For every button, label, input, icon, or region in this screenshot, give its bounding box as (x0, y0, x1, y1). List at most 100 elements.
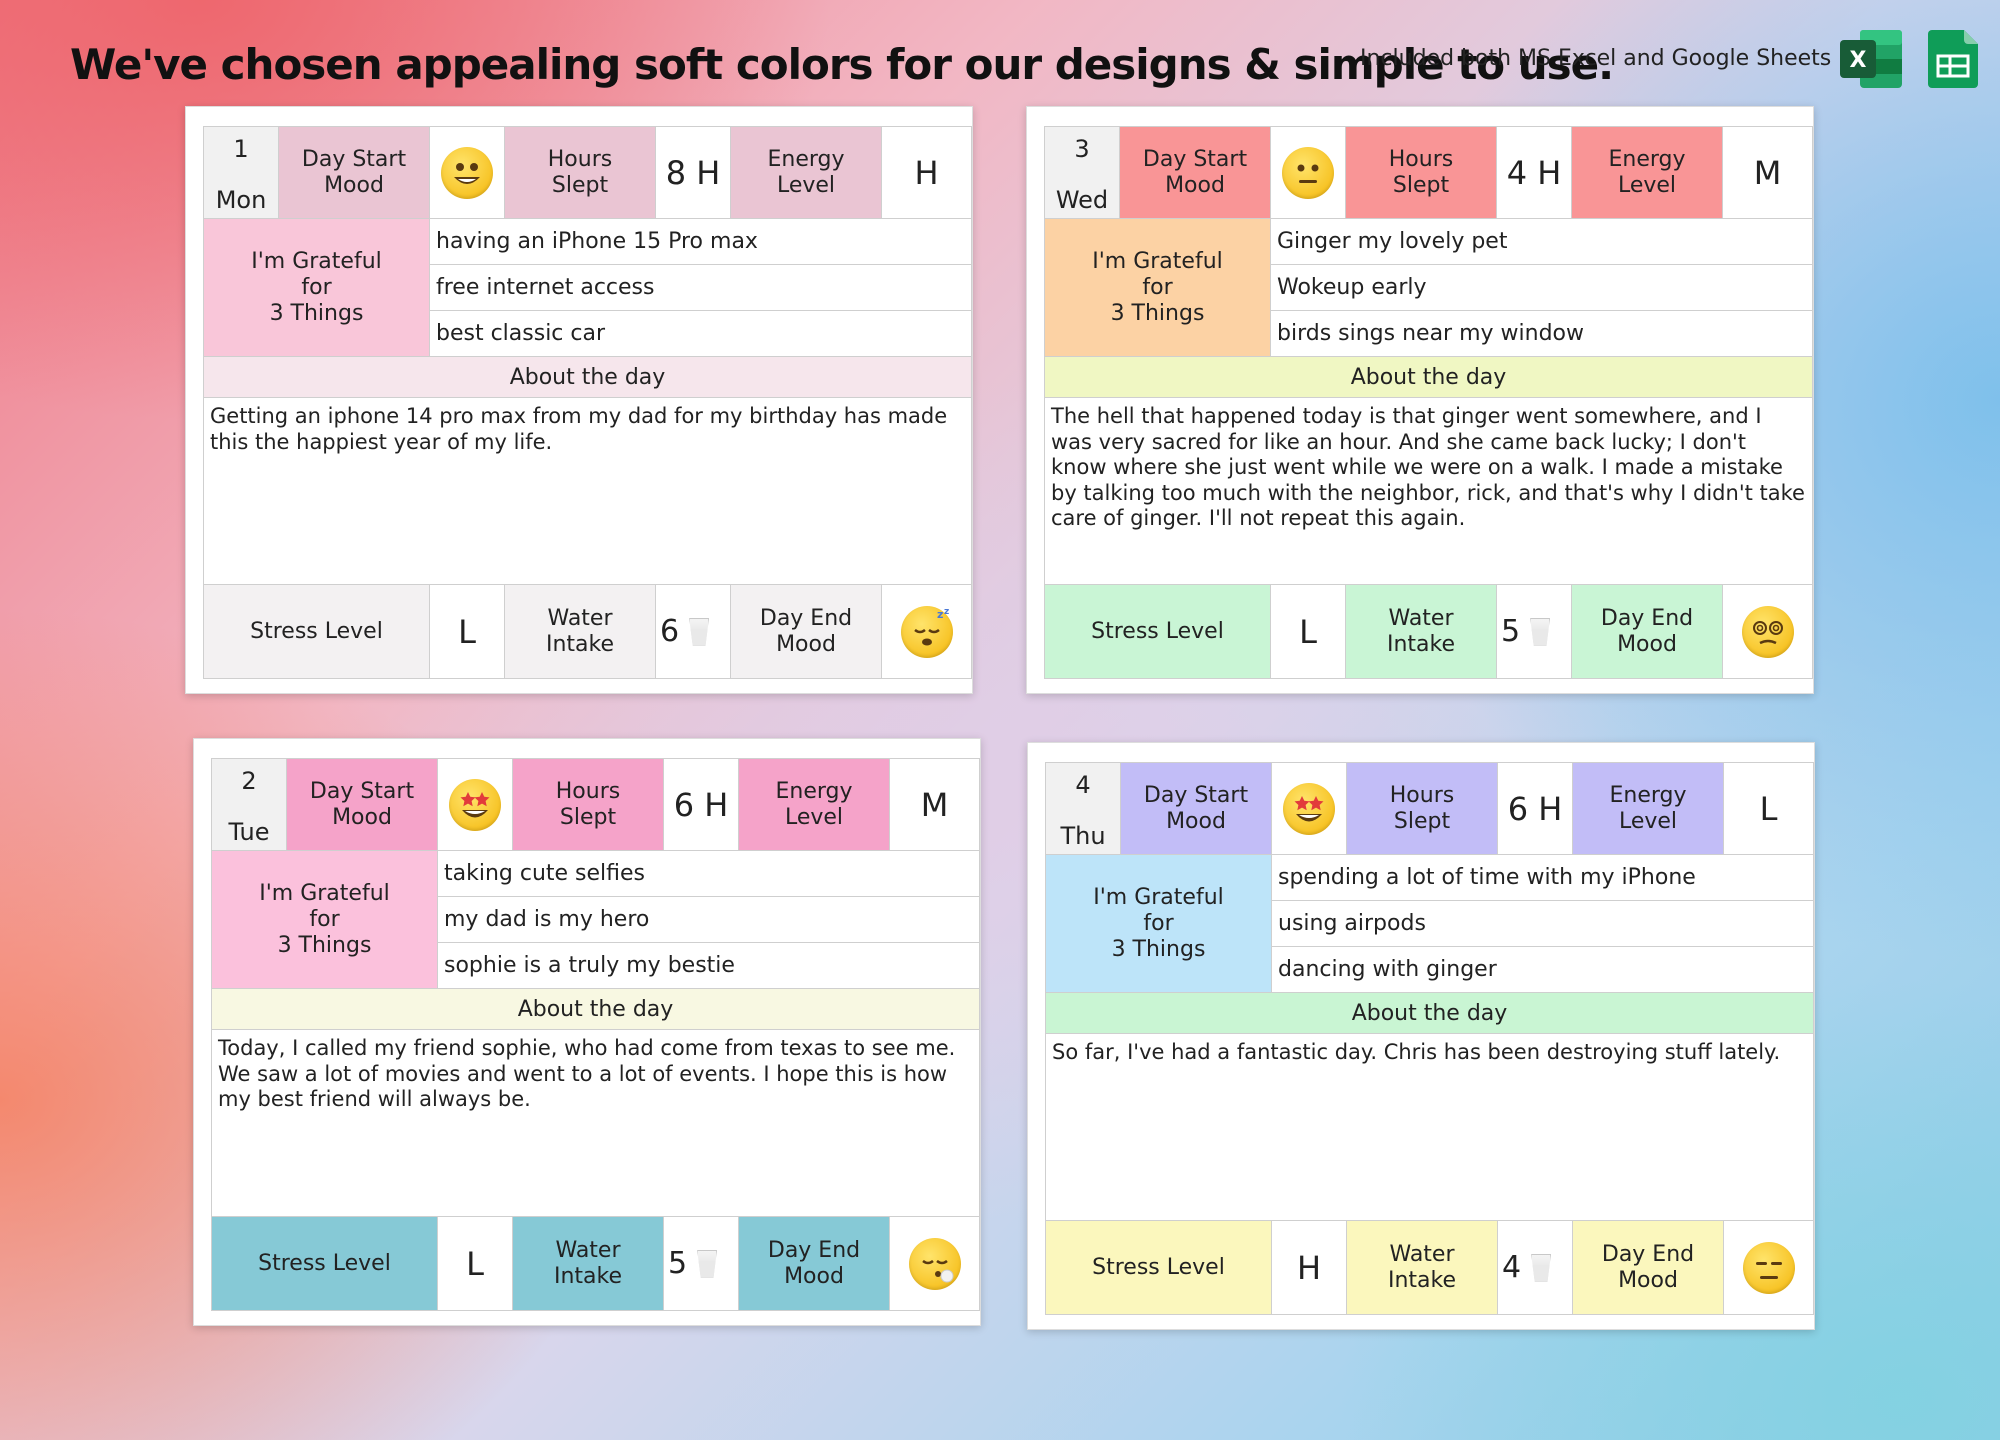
hours-slept-label: Hours Slept (513, 759, 664, 851)
about-the-day-text: The hell that happened today is that gin… (1045, 398, 1813, 585)
day-end-mood-cell (1724, 1221, 1814, 1315)
day-end-mood-cell (890, 1217, 980, 1311)
water-intake-value: 4 (1502, 1250, 1522, 1285)
journal-card-day-1: 1 Mon Day Start Mood Hours Slept 8 H Energy L… (185, 106, 973, 694)
day-start-mood-cell (1271, 127, 1346, 219)
dizzy-face-icon (1741, 605, 1794, 658)
grateful-item: taking cute selfies (438, 851, 980, 897)
stress-level-value: L (438, 1217, 513, 1311)
water-intake-cell: 5 (1497, 585, 1572, 679)
water-glass-icon (697, 1249, 718, 1278)
about-the-day-text: So far, I've had a fantastic day. Chris … (1046, 1034, 1814, 1221)
day-start-mood-label: Day Start Mood (1121, 763, 1272, 855)
day-cell: 2 Tue (212, 759, 287, 851)
water-intake-cell: 6 (656, 585, 731, 679)
water-glass-icon (1530, 617, 1551, 646)
day-start-mood-cell (1272, 763, 1347, 855)
water-intake-cell: 4 (1498, 1221, 1573, 1315)
hours-slept-label: Hours Slept (505, 127, 656, 219)
day-end-mood-label: Day End Mood (1573, 1221, 1724, 1315)
water-intake-value: 5 (668, 1246, 688, 1281)
grateful-label: I'm Grateful for 3 Things (212, 851, 438, 989)
water-intake-label: Water Intake (1347, 1221, 1498, 1315)
grateful-item: dancing with ginger (1272, 947, 1814, 993)
about-the-day-text: Today, I called my friend sophie, who ha… (212, 1030, 980, 1217)
day-cell: 1 Mon (204, 127, 279, 219)
water-intake-value: 5 (1501, 614, 1521, 649)
day-start-mood-label: Day Start Mood (1120, 127, 1271, 219)
water-intake-label: Water Intake (1346, 585, 1497, 679)
energy-level-value: H (882, 127, 972, 219)
grateful-item: birds sings near my window (1271, 311, 1813, 357)
microsoft-excel-icon: X (1840, 30, 1902, 88)
day-cell: 4 Thu (1046, 763, 1121, 855)
grateful-item: my dad is my hero (438, 897, 980, 943)
day-number: 3 (1074, 135, 1090, 163)
about-the-day-header: About the day (1046, 993, 1814, 1034)
grateful-item: spending a lot of time with my iPhone (1272, 855, 1814, 901)
grateful-item: free internet access (430, 265, 972, 311)
grateful-label: I'm Grateful for 3 Things (204, 219, 430, 357)
stress-level-label: Stress Level (1045, 585, 1271, 679)
grateful-item: using airpods (1272, 901, 1814, 947)
day-end-mood-label: Day End Mood (731, 585, 882, 679)
about-the-day-header: About the day (1045, 357, 1813, 398)
energy-level-label: Energy Level (731, 127, 882, 219)
energy-level-value: M (890, 759, 980, 851)
grateful-item: sophie is a truly my bestie (438, 943, 980, 989)
day-start-mood-label: Day Start Mood (279, 127, 430, 219)
journal-sheet: 1 Mon Day Start Mood Hours Slept 8 H Energy L… (203, 126, 972, 679)
energy-level-label: Energy Level (1573, 763, 1724, 855)
hours-slept-value: 4 H (1497, 127, 1572, 219)
day-number: 1 (233, 135, 249, 163)
hours-slept-value: 8 H (656, 127, 731, 219)
stress-level-label: Stress Level (212, 1217, 438, 1311)
included-apps-note: Included both MS Excel and Google Sheets (1360, 46, 1832, 71)
energy-level-label: Energy Level (1572, 127, 1723, 219)
water-intake-value: 6 (660, 614, 680, 649)
stress-level-label: Stress Level (1046, 1221, 1272, 1315)
energy-level-value: L (1724, 763, 1814, 855)
day-number: 4 (1075, 771, 1091, 799)
day-name: Tue (228, 818, 270, 846)
day-end-mood-label: Day End Mood (1572, 585, 1723, 679)
day-cell: 3 Wed (1045, 127, 1120, 219)
svg-text:z: z (937, 608, 943, 621)
day-name: Mon (215, 186, 267, 214)
water-intake-cell: 5 (664, 1217, 739, 1311)
water-glass-icon (689, 617, 710, 646)
day-end-mood-cell (1723, 585, 1813, 679)
grateful-item: Wokeup early (1271, 265, 1813, 311)
star-struck-face-icon (449, 778, 501, 831)
day-start-mood-cell (430, 127, 505, 219)
water-intake-label: Water Intake (505, 585, 656, 679)
about-the-day-header: About the day (204, 357, 972, 398)
grateful-label: I'm Grateful for 3 Things (1045, 219, 1271, 357)
neutral-face-icon (1282, 146, 1334, 199)
journal-sheet: 2 Tue Day Start Mood Hours Slept 6 H Energy L… (211, 758, 980, 1311)
grateful-item: Ginger my lovely pet (1271, 219, 1813, 265)
day-number: 2 (241, 767, 257, 795)
energy-level-label: Energy Level (739, 759, 890, 851)
grateful-item: having an iPhone 15 Pro max (430, 219, 972, 265)
day-name: Wed (1055, 186, 1109, 214)
journal-sheet: 4 Thu Day Start Mood Hours Slept 6 H Energy L… (1045, 762, 1814, 1315)
star-struck-face-icon (1283, 782, 1335, 835)
energy-level-value: M (1723, 127, 1813, 219)
grateful-item: best classic car (430, 311, 972, 357)
day-end-mood-label: Day End Mood (739, 1217, 890, 1311)
expressionless-face-icon (1742, 1241, 1795, 1294)
stress-level-value: H (1272, 1221, 1347, 1315)
exhaling-face-icon (908, 1237, 961, 1290)
about-the-day-header: About the day (212, 989, 980, 1030)
journal-card-day-4: 4 Thu Day Start Mood Hours Slept 6 H Energy L… (1027, 742, 1815, 1330)
journal-card-day-2: 2 Tue Day Start Mood Hours Slept 6 H Energy L… (193, 738, 981, 1326)
about-the-day-text: Getting an iphone 14 pro max from my dad… (204, 398, 972, 585)
stress-level-value: L (1271, 585, 1346, 679)
svg-text:z: z (944, 607, 949, 617)
google-sheets-icon (1928, 30, 1978, 88)
stress-level-value: L (430, 585, 505, 679)
svg-text:X: X (1850, 48, 1867, 73)
